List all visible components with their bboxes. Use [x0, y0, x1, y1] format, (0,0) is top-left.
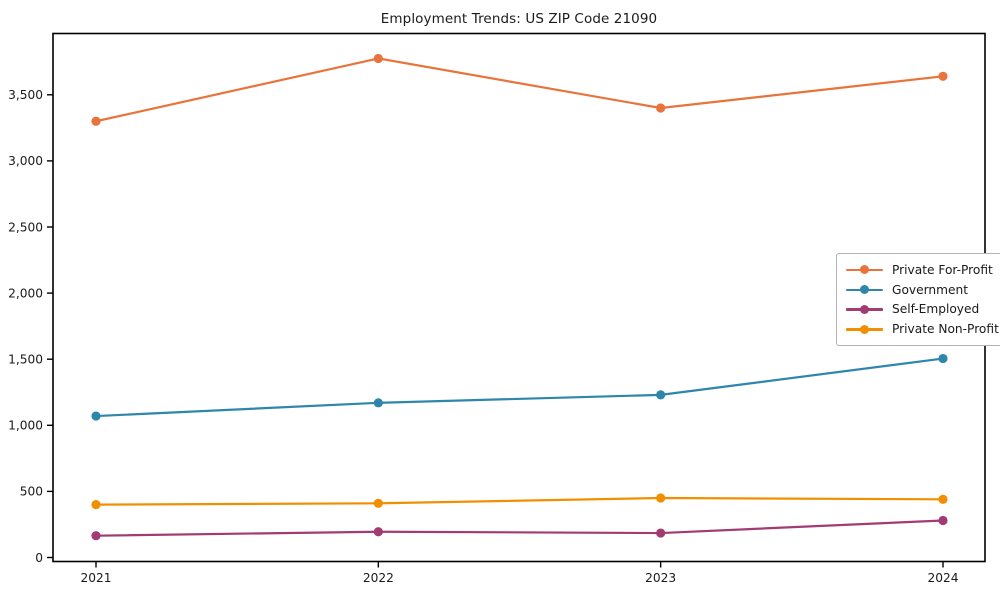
x-tick-label: 2024	[927, 571, 958, 585]
data-point-government	[373, 398, 383, 408]
chart-title: Employment Trends: US ZIP Code 21090	[380, 11, 658, 27]
data-point-private-non-profit	[373, 498, 383, 508]
y-tick-label: 3,500	[8, 88, 43, 102]
data-point-private-for-profit	[938, 71, 948, 81]
x-tick-label: 2023	[645, 571, 676, 585]
y-tick-label: 1,000	[8, 419, 43, 433]
series-line-government	[94, 357, 945, 418]
legend: Private For-Profit Government Self-Emplo…	[836, 253, 1000, 346]
legend-label: Government	[892, 282, 969, 297]
legend-item: Private For-Profit	[846, 260, 999, 280]
data-point-self-employed	[656, 528, 666, 538]
data-point-government	[656, 390, 666, 400]
data-point-private-non-profit	[91, 500, 101, 510]
y-tick-label: 1,500	[8, 353, 43, 367]
series-line-private-for-profit	[94, 57, 945, 123]
legend-item: Government	[846, 280, 999, 300]
data-point-self-employed	[938, 515, 948, 526]
data-point-government	[938, 353, 948, 364]
data-point-private-non-profit	[656, 493, 666, 503]
y-tick-label: 2,000	[8, 286, 43, 300]
legend-label: Private Non-Profit	[892, 322, 999, 337]
y-tick-label: 2,500	[8, 220, 43, 234]
data-point-private-for-profit	[373, 53, 383, 64]
data-point-self-employed	[373, 527, 383, 537]
legend-line-marker-icon	[846, 265, 883, 275]
legend-line-marker-icon	[846, 285, 883, 295]
series-line-private-non-profit	[94, 496, 945, 506]
legend-item: Self-Employed	[846, 300, 999, 320]
legend-line-marker-icon	[846, 324, 883, 334]
legend-label: Self-Employed	[892, 302, 980, 317]
legend-label: Private For-Profit	[892, 262, 993, 277]
data-point-government	[91, 411, 101, 421]
legend-line-marker-icon	[846, 304, 883, 314]
x-tick-label: 2022	[363, 571, 394, 585]
legend-item: Private Non-Profit	[846, 319, 999, 339]
data-point-private-for-profit	[91, 116, 101, 126]
data-point-self-employed	[91, 531, 101, 541]
x-tick-label: 2021	[80, 571, 111, 585]
series-line-self-employed	[94, 519, 945, 537]
y-tick-label: 0	[35, 551, 43, 565]
data-point-private-non-profit	[938, 494, 948, 504]
y-tick-label: 500	[20, 485, 43, 499]
y-tick-label: 3,000	[8, 154, 43, 168]
data-point-private-for-profit	[656, 103, 666, 113]
